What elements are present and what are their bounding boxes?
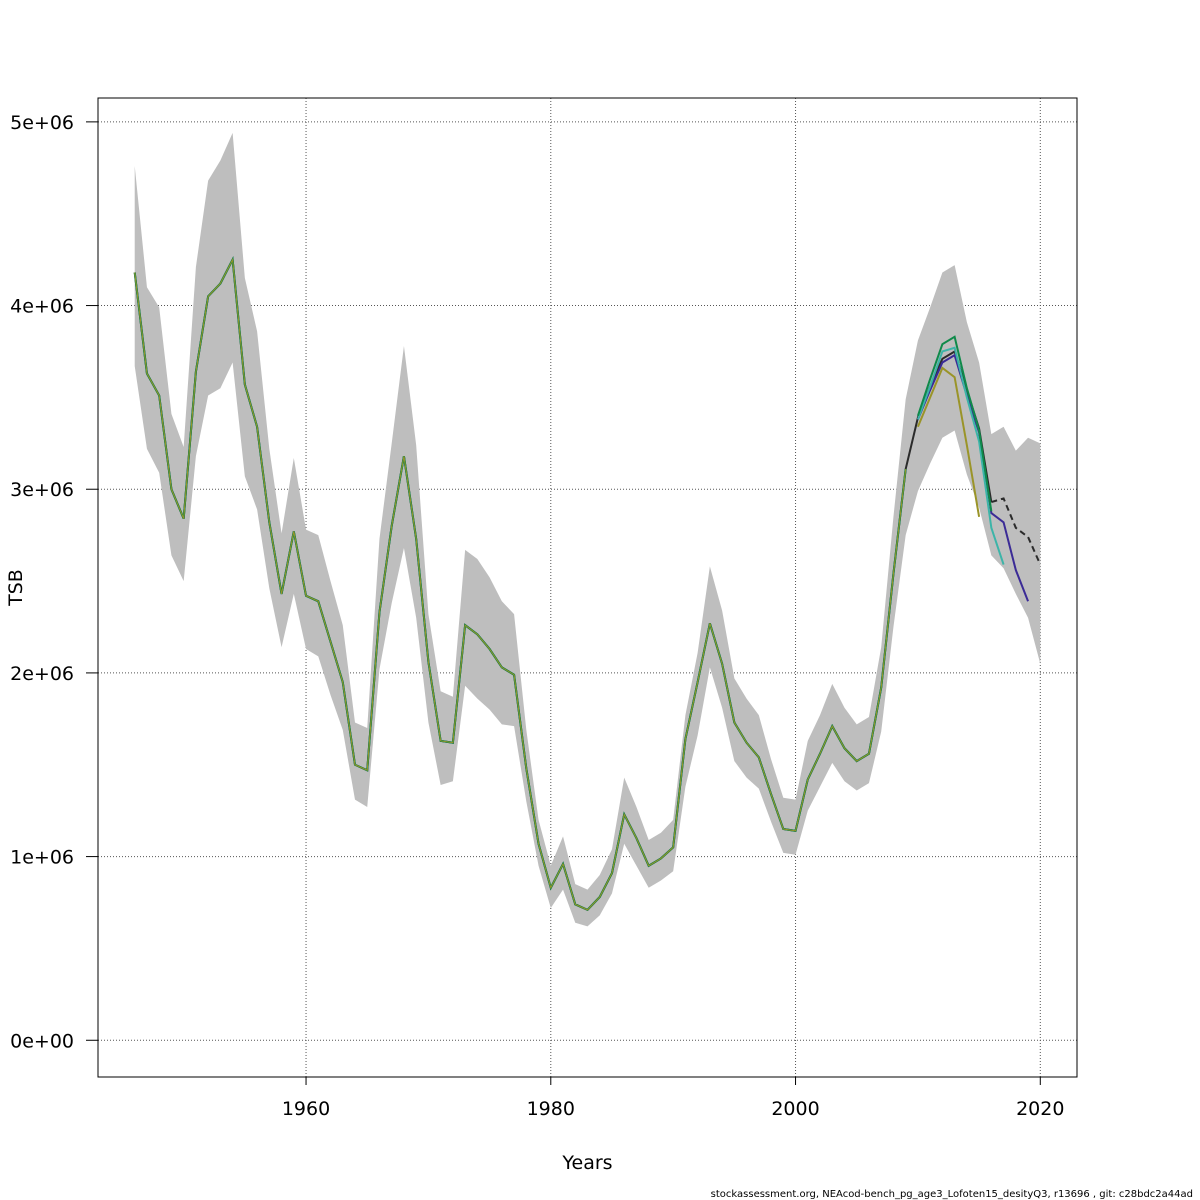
y-tick-label: 1e+06 bbox=[10, 847, 74, 869]
axis-ticks: 1960 1980 2000 2020 0e+00 1e+06 2e+06 3e+06 4e+0… bbox=[10, 112, 1064, 1120]
x-axis-title: Years bbox=[561, 1152, 612, 1174]
confidence-band-layer bbox=[134, 132, 1041, 927]
series-line-main-forecast bbox=[991, 497, 1042, 565]
y-axis-title: TSB bbox=[5, 569, 27, 607]
y-tick-label: 3e+06 bbox=[10, 479, 74, 501]
series-line-overlay-olive bbox=[134, 257, 907, 911]
series-line-retro-2 bbox=[916, 346, 1005, 565]
confidence-band bbox=[134, 132, 1041, 927]
x-tick-label: 2020 bbox=[1016, 1098, 1064, 1120]
series-line-retro-3 bbox=[916, 335, 993, 512]
x-tick-label: 2000 bbox=[771, 1098, 819, 1120]
x-tick-label: 1980 bbox=[527, 1098, 575, 1120]
series-lines-layer bbox=[133, 256, 1042, 912]
series-line-retro-4 bbox=[916, 366, 981, 517]
footer-note: stockassessment.org, NEAcod-bench_pg_age… bbox=[711, 1189, 1193, 1200]
series-line-main bbox=[133, 256, 993, 912]
x-tick-label: 1960 bbox=[282, 1098, 330, 1120]
y-tick-label: 4e+06 bbox=[10, 296, 74, 318]
series-line-retro-1 bbox=[916, 353, 1029, 602]
y-tick-label: 0e+00 bbox=[10, 1030, 74, 1052]
grid-lines bbox=[98, 98, 1077, 1077]
plot-frame bbox=[97, 97, 1078, 1078]
y-tick-label: 5e+06 bbox=[10, 112, 74, 134]
y-tick-label: 2e+06 bbox=[10, 663, 74, 685]
